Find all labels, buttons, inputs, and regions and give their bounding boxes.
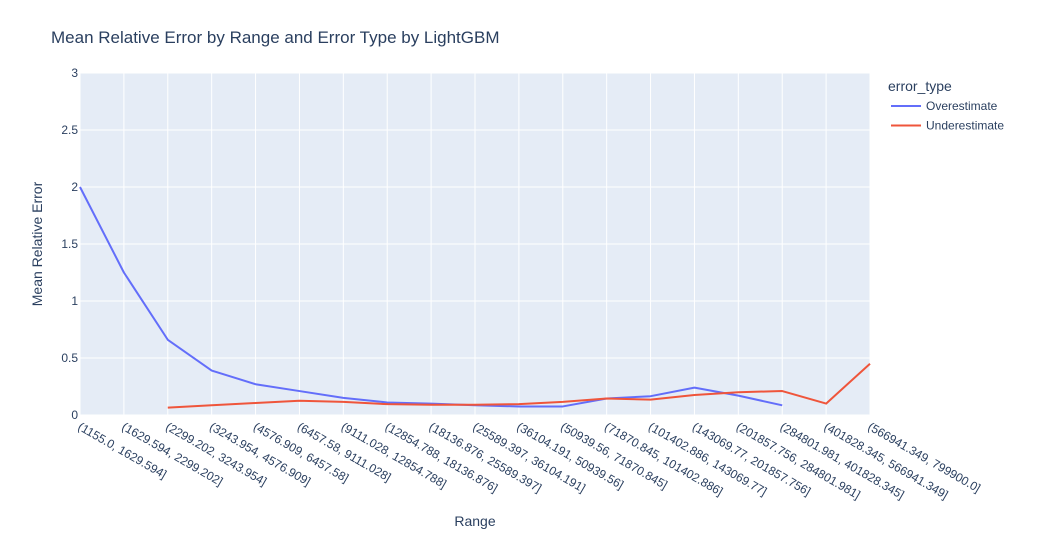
x-axis-title: Range <box>454 513 495 529</box>
legend-title: error_type <box>888 78 952 94</box>
y-tick-labels: 0 0.5 1 1.5 2 2.5 3 <box>61 66 78 422</box>
y-tick-label: 2.5 <box>61 123 78 137</box>
y-tick-label: 2 <box>71 180 78 194</box>
series-line-overestimate <box>79 186 783 408</box>
legend: error_type Overestimate Underestimate <box>888 78 1004 133</box>
series-line-underestimate <box>167 362 871 409</box>
y-tick-label: 1.5 <box>61 237 78 251</box>
series-lines <box>79 186 871 409</box>
y-tick-label: 0 <box>71 408 78 422</box>
legend-label: Overestimate <box>926 99 998 113</box>
chart-title: Mean Relative Error by Range and Error T… <box>51 28 500 47</box>
y-tick-label: 1 <box>71 294 78 308</box>
legend-label: Underestimate <box>926 119 1004 133</box>
y-gridlines <box>80 72 870 416</box>
y-tick-label: 3 <box>71 66 78 80</box>
y-tick-label: 0.5 <box>61 351 78 365</box>
y-axis-title: Mean Relative Error <box>29 181 45 306</box>
